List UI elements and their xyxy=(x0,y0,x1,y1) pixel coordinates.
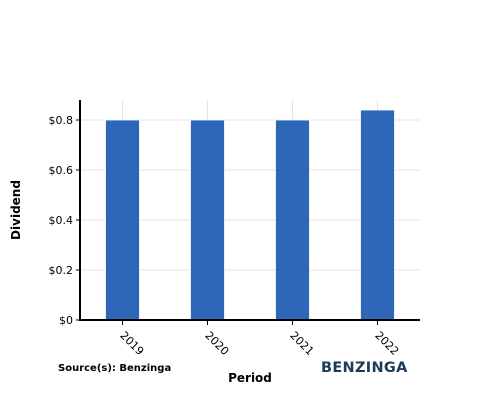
bar-2022 xyxy=(360,109,395,321)
bar-2021 xyxy=(275,119,310,321)
y-axis-title: Dividend xyxy=(9,180,23,240)
bar-2019 xyxy=(105,119,140,321)
axes xyxy=(76,100,420,325)
y-tick-label: $0.8 xyxy=(49,114,74,127)
y-tick-label: $0.2 xyxy=(49,264,74,277)
benzinga-logo: BENZINGA xyxy=(321,360,408,376)
bars xyxy=(105,109,395,321)
bar-2020 xyxy=(190,119,225,321)
x-axis-title: Period xyxy=(228,371,272,385)
x-tick-label: 2021 xyxy=(287,329,316,358)
x-tick-label: 2020 xyxy=(202,329,231,358)
y-tick-label: $0.6 xyxy=(49,164,74,177)
x-tick-label: 2019 xyxy=(117,329,146,358)
source-label: Source(s): Benzinga xyxy=(58,363,172,374)
tick-labels: $0 $0.2 $0.4 $0.6 $0.8 2019 2020 2021 2022 xyxy=(49,114,402,358)
y-tick-label: $0.4 xyxy=(49,214,74,227)
x-tick-label: 2022 xyxy=(372,329,401,358)
y-tick-label: $0 xyxy=(59,314,73,327)
